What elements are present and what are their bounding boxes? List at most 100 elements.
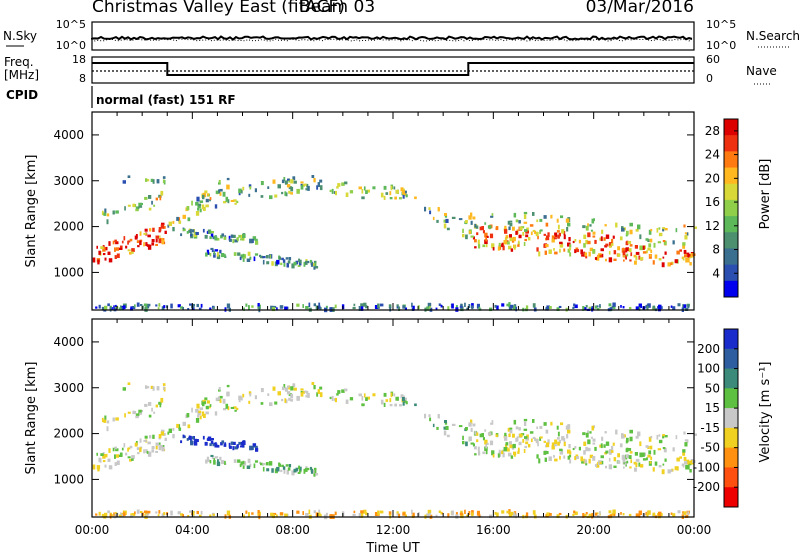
power-cell [129, 251, 132, 255]
power-cell [551, 235, 556, 240]
power-cell [524, 229, 528, 232]
power-cell [106, 219, 109, 225]
power-cell [507, 220, 510, 225]
power-cell [254, 188, 257, 193]
power-cell [551, 238, 555, 243]
velocity-cell [559, 448, 563, 452]
velocity-cell [432, 423, 435, 428]
velocity-cell [403, 397, 407, 401]
power-cell [498, 242, 501, 247]
velocity-cell [296, 395, 300, 401]
velocity-cell [402, 397, 405, 402]
power-cell [104, 257, 107, 261]
power-cell [242, 258, 245, 262]
velocity-cell [302, 391, 306, 394]
power-cell [525, 234, 529, 238]
velocity-cell [471, 512, 474, 517]
power-cell [508, 226, 511, 231]
velocity-cell [151, 446, 155, 450]
power-cell [404, 307, 407, 311]
power-cell [662, 240, 666, 243]
velocity-cell [501, 510, 505, 514]
power-cell [282, 259, 286, 263]
velocity-cell [186, 438, 189, 441]
velocity-cell [172, 434, 175, 439]
power-cell [650, 249, 653, 254]
power-cell [451, 216, 456, 219]
power-cell [527, 237, 531, 241]
power-cell [306, 183, 309, 188]
power-cell [139, 231, 142, 236]
power-cell [223, 201, 227, 204]
velocity-cell [380, 399, 384, 405]
velocity-cell [611, 445, 614, 451]
power-cell [300, 183, 304, 187]
velocity-cell [127, 411, 131, 414]
velocity-cell [670, 512, 673, 515]
power-cell [592, 231, 596, 235]
velocity-cell [118, 454, 123, 457]
nave-tick-top: 60 [706, 53, 720, 66]
power-cell [475, 225, 479, 229]
power-cell [230, 199, 234, 202]
power-cell [426, 306, 430, 311]
power-cell [162, 225, 166, 229]
power-cell [543, 244, 547, 248]
velocity-cell [98, 457, 101, 462]
power-cell [241, 190, 243, 194]
velocity-cell [512, 512, 516, 518]
velocity-cell [599, 461, 602, 465]
y-tick-label: 1000 [53, 265, 84, 279]
power-cell [272, 179, 276, 184]
power-cell [639, 234, 642, 240]
velocity-cell [358, 393, 362, 397]
power-cell [459, 305, 463, 309]
velocity-cell [102, 460, 106, 463]
power-cell [305, 188, 308, 191]
power-cell [319, 185, 323, 191]
velocity-cell [440, 511, 443, 515]
velocity-cell [455, 512, 458, 517]
power-cell [465, 234, 468, 240]
velocity-cell [658, 511, 661, 516]
power-cell [120, 305, 122, 308]
power-cell [248, 193, 251, 197]
velocity-cell [329, 396, 332, 400]
power-cell [650, 228, 653, 232]
power-cell [504, 225, 507, 231]
velocity-cell [372, 393, 376, 397]
power-cell [658, 227, 661, 230]
power-cell [512, 305, 516, 311]
power-cell [191, 200, 193, 206]
velocity-cell [234, 409, 237, 412]
colorbar-tick-label: 200 [697, 342, 720, 356]
power-cell [658, 232, 663, 237]
power-cell [491, 243, 495, 249]
velocity-cell [145, 449, 148, 453]
power-cell [115, 210, 119, 214]
velocity-cell [508, 452, 512, 457]
velocity-cell [670, 469, 673, 473]
velocity-cell [157, 514, 160, 517]
power-cell [515, 219, 519, 223]
velocity-cell [468, 422, 472, 427]
velocity-cell [109, 513, 112, 519]
velocity-cell [638, 462, 641, 467]
power-cell [523, 221, 528, 224]
velocity-cell [344, 388, 348, 392]
power-cell [293, 180, 297, 184]
velocity-cell [101, 417, 104, 423]
velocity-cell [588, 458, 591, 464]
velocity-cell [459, 512, 463, 516]
power-cell [101, 306, 105, 311]
velocity-cell [687, 511, 690, 516]
power-cell [556, 218, 559, 223]
power-cell [139, 240, 142, 246]
velocity-cell [160, 397, 164, 403]
power-cell [524, 238, 527, 242]
power-cell [574, 239, 577, 242]
power-cell [625, 247, 629, 252]
velocity-cell [444, 420, 447, 423]
power-cell [214, 204, 218, 209]
y-tick-label: 2000 [53, 427, 84, 441]
